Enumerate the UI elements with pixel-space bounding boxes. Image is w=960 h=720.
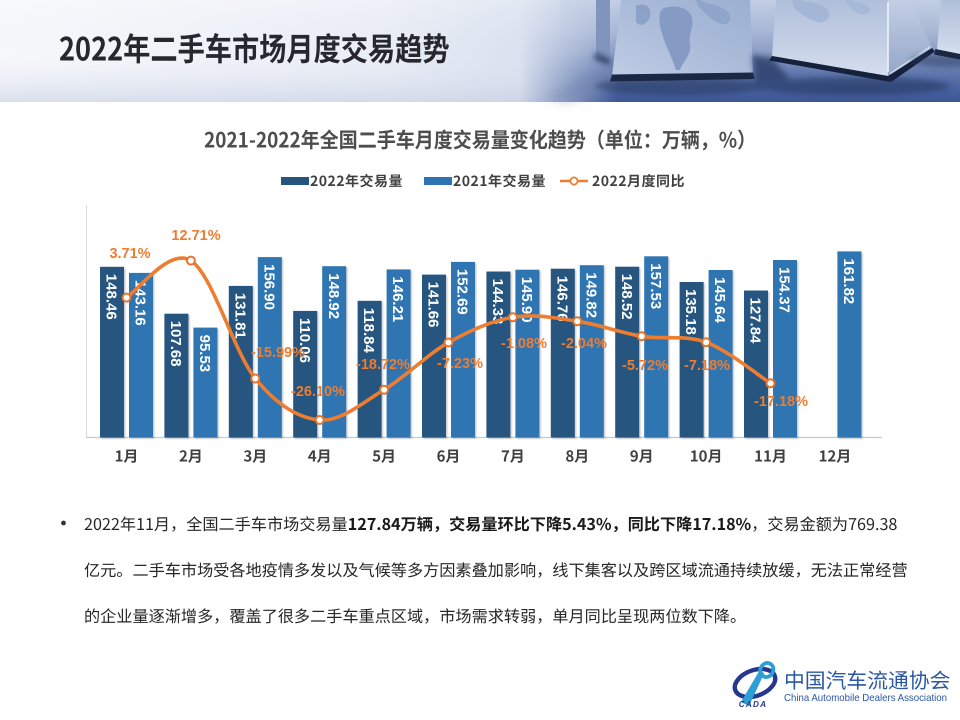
svg-text:-26.10%: -26.10%: [291, 384, 345, 400]
svg-text:156.90: 156.90: [260, 264, 277, 310]
svg-text:157.53: 157.53: [647, 263, 664, 309]
svg-text:118.84: 118.84: [360, 308, 377, 354]
svg-text:-7.18%: -7.18%: [684, 358, 730, 374]
svg-text:-1.08%: -1.08%: [501, 336, 547, 352]
svg-text:127.84: 127.84: [747, 298, 764, 345]
svg-text:-17.18%: -17.18%: [754, 394, 808, 410]
svg-text:-7.23%: -7.23%: [437, 356, 483, 372]
svg-text:107.68: 107.68: [167, 321, 184, 367]
svg-text:161.82: 161.82: [840, 258, 857, 304]
svg-text:131.81: 131.81: [231, 293, 248, 339]
svg-text:152.69: 152.69: [454, 269, 471, 315]
svg-text:-5.72%: -5.72%: [622, 358, 668, 374]
svg-text:12.71%: 12.71%: [171, 228, 220, 244]
svg-text:146.76: 146.76: [553, 276, 570, 322]
svg-text:145.64: 145.64: [711, 277, 728, 324]
svg-text:148.92: 148.92: [325, 273, 342, 319]
svg-text:154.37: 154.37: [776, 267, 793, 313]
svg-text:110.06: 110.06: [296, 318, 313, 363]
svg-text:-2.04%: -2.04%: [561, 336, 607, 352]
svg-text:3.71%: 3.71%: [109, 246, 150, 262]
svg-text:145.90: 145.90: [518, 277, 535, 323]
svg-text:-18.72%: -18.72%: [356, 357, 410, 373]
svg-text:149.82: 149.82: [582, 272, 599, 318]
svg-text:148.52: 148.52: [618, 274, 635, 320]
svg-text:CADA: CADA: [739, 700, 767, 709]
svg-text:-15.99%: -15.99%: [251, 345, 305, 361]
svg-text:95.53: 95.53: [196, 335, 213, 373]
svg-text:146.21: 146.21: [389, 276, 406, 322]
svg-text:144.33: 144.33: [489, 279, 506, 325]
svg-text:141.66: 141.66: [425, 282, 442, 328]
svg-text:148.46: 148.46: [103, 274, 120, 320]
svg-text:China Automobile Dealers Assoc: China Automobile Dealers Association: [784, 693, 947, 704]
svg-text:135.18: 135.18: [682, 289, 699, 335]
